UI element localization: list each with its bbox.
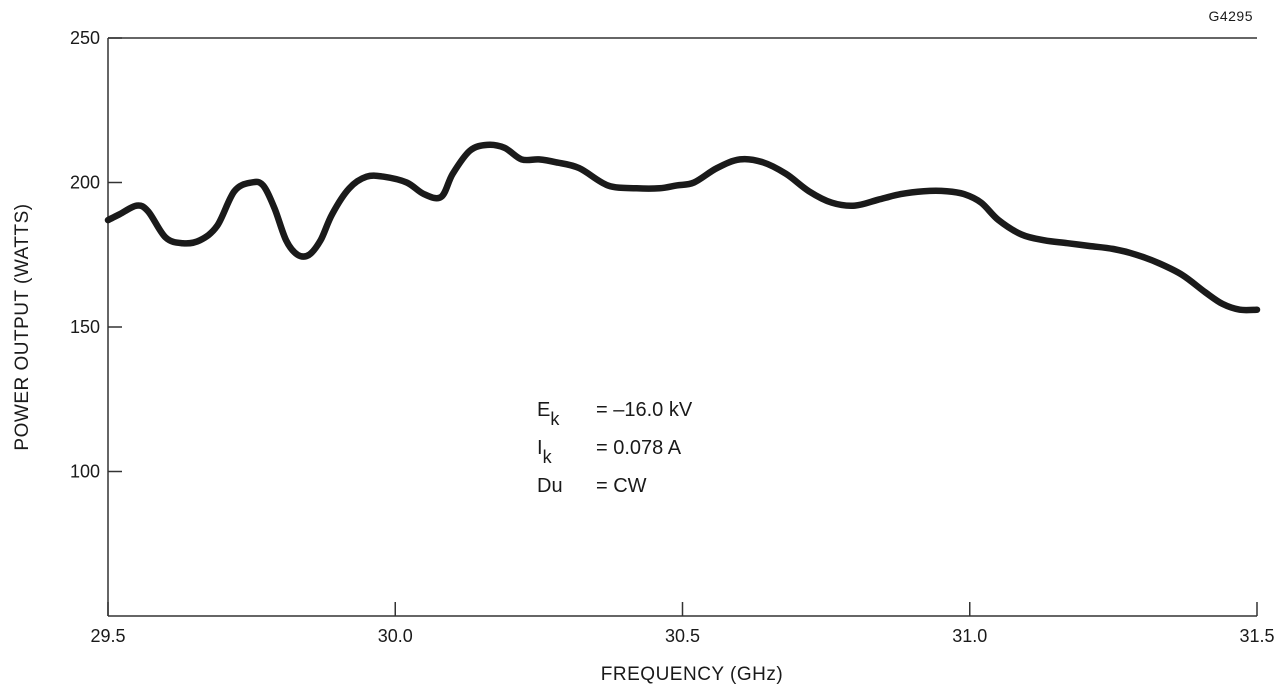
x-tick-label: 31.0 — [952, 626, 987, 646]
x-tick-label: 31.5 — [1239, 626, 1274, 646]
x-axis-title: FREQUENCY (GHz) — [601, 664, 783, 685]
annotation-subscript: k — [543, 447, 553, 467]
figure-id-label: G4295 — [1208, 8, 1253, 24]
y-axis-ticks: 100 150 200 250 — [70, 28, 122, 482]
annotation-value: = CW — [596, 475, 647, 497]
y-axis-title: POWER OUTPUT (WATTS) — [12, 203, 33, 450]
operating-conditions-annotation: Ek = –16.0 kV Ik = 0.078 A Du = CW — [537, 399, 693, 497]
y-tick-label: 250 — [70, 28, 100, 48]
plot-area — [107, 37, 1257, 617]
annotation-value: = –16.0 kV — [596, 399, 693, 421]
x-tick-label: 29.5 — [90, 626, 125, 646]
x-axis-ticks: 29.5 30.0 30.5 31.0 31.5 — [90, 602, 1275, 646]
power-output-curve — [104, 141, 1261, 314]
y-tick-label: 100 — [70, 462, 100, 482]
y-tick-label: 150 — [70, 317, 100, 337]
annotation-symbol: Du — [537, 475, 563, 497]
x-tick-label: 30.0 — [378, 626, 413, 646]
x-tick-label: 30.5 — [665, 626, 700, 646]
annotation-symbol: Ik — [537, 437, 553, 467]
y-tick-label: 200 — [70, 173, 100, 193]
annotation-subscript: k — [550, 409, 560, 429]
annotation-symbol: Ek — [537, 399, 560, 429]
annotation-value: = 0.078 A — [596, 437, 682, 459]
